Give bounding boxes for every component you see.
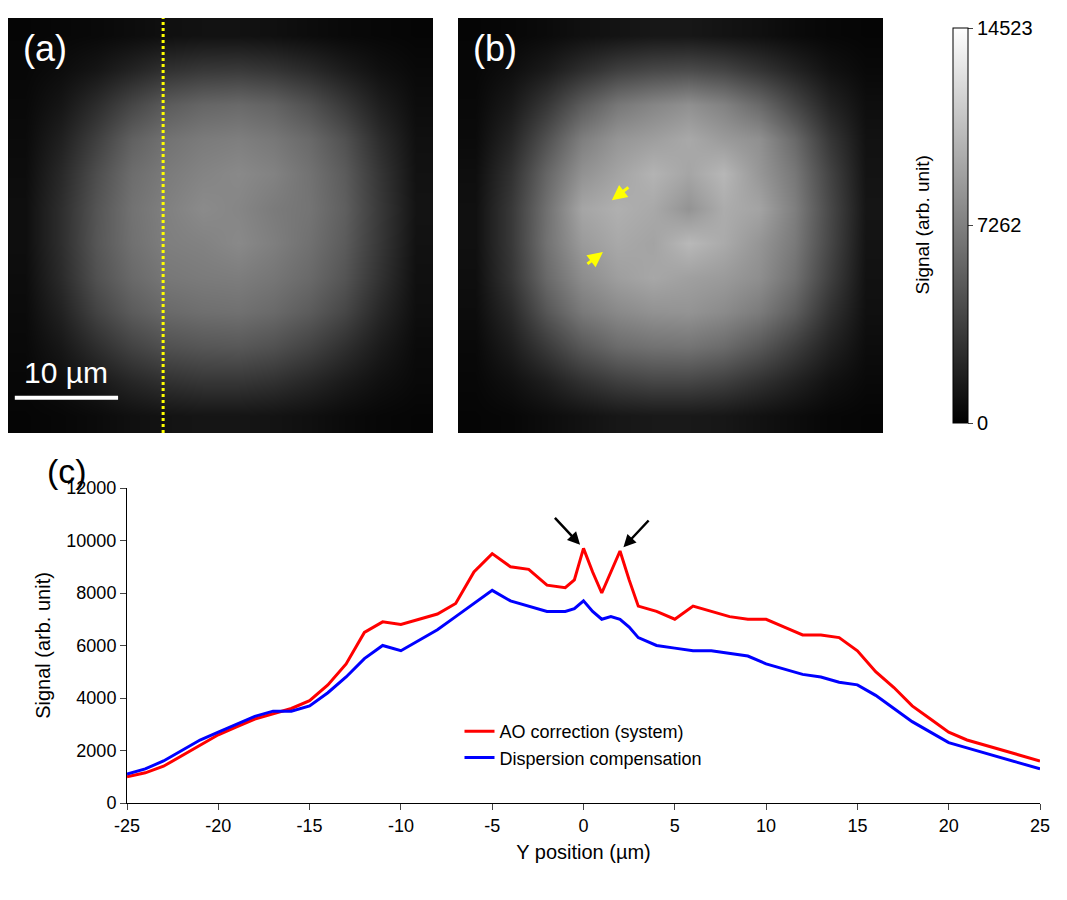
svg-text:Signal (arb. unit): Signal (arb. unit) xyxy=(32,572,54,719)
svg-text:(c): (c) xyxy=(47,452,87,490)
svg-text:0: 0 xyxy=(106,793,116,813)
svg-text:4000: 4000 xyxy=(76,688,116,708)
svg-text:-10: -10 xyxy=(388,816,414,836)
svg-text:15: 15 xyxy=(847,816,867,836)
svg-text:Signal (arb. unit): Signal (arb. unit) xyxy=(912,155,933,294)
svg-text:AO correction (system): AO correction (system) xyxy=(500,722,684,742)
svg-text:25: 25 xyxy=(1030,816,1050,836)
svg-text:10 µm: 10 µm xyxy=(24,356,108,389)
svg-text:10000: 10000 xyxy=(66,531,116,551)
svg-text:-20: -20 xyxy=(205,816,231,836)
svg-text:10: 10 xyxy=(756,816,776,836)
svg-text:-15: -15 xyxy=(297,816,323,836)
svg-text:0: 0 xyxy=(578,816,588,836)
svg-text:(a): (a) xyxy=(23,28,67,69)
svg-text:14523: 14523 xyxy=(977,17,1033,39)
svg-text:0: 0 xyxy=(977,412,988,434)
svg-text:-5: -5 xyxy=(484,816,500,836)
svg-text:Dispersion compensation: Dispersion compensation xyxy=(500,749,702,769)
svg-text:6000: 6000 xyxy=(76,636,116,656)
svg-text:Y position (µm): Y position (µm) xyxy=(516,841,651,863)
svg-text:2000: 2000 xyxy=(76,741,116,761)
svg-text:8000: 8000 xyxy=(76,583,116,603)
svg-text:20: 20 xyxy=(939,816,959,836)
svg-text:-25: -25 xyxy=(114,816,140,836)
svg-text:(b): (b) xyxy=(473,28,517,69)
svg-text:5: 5 xyxy=(670,816,680,836)
svg-text:12000: 12000 xyxy=(66,478,116,498)
svg-text:7262: 7262 xyxy=(977,214,1022,236)
